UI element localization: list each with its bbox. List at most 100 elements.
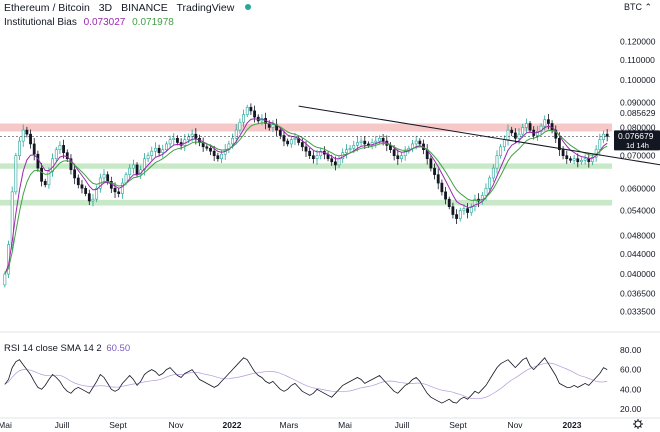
- candle-body: [25, 129, 29, 135]
- x-tick-label: Mai: [0, 420, 12, 430]
- candle-body: [528, 123, 532, 131]
- rsi-value: 60.50: [106, 343, 131, 354]
- candle-body: [32, 143, 36, 155]
- candle-body: [190, 133, 194, 138]
- timeframe[interactable]: 3D: [98, 2, 113, 14]
- candle-body: [558, 137, 561, 151]
- rsi-tick-label: 20.00: [620, 404, 642, 414]
- candle-body: [403, 150, 407, 156]
- candle-body: [363, 140, 367, 145]
- gear-icon-tooth: [639, 420, 642, 423]
- candle-body: [304, 146, 308, 152]
- candle-body: [436, 174, 440, 184]
- candle-body: [473, 198, 477, 208]
- candle-body: [289, 139, 293, 145]
- candle-body: [220, 153, 223, 160]
- candle-body: [418, 140, 422, 145]
- candle-body: [21, 129, 25, 142]
- candle-body: [128, 167, 132, 175]
- candle-body: [311, 155, 315, 160]
- candle-body: [231, 137, 234, 145]
- candle-body: [282, 135, 286, 142]
- candle-body: [447, 198, 451, 208]
- candle-body: [374, 140, 378, 143]
- market-status-icon: [245, 4, 252, 10]
- candle-body: [286, 140, 290, 145]
- candle-body: [102, 174, 106, 179]
- rsi-legend[interactable]: RSI 14 close SMA 14 2 60.50: [4, 343, 130, 354]
- chevron-down-icon: ⌃: [644, 2, 652, 12]
- currency-selector[interactable]: BTC ⌃: [624, 2, 652, 13]
- candle-body: [510, 129, 514, 134]
- gear-icon-tooth: [639, 425, 642, 428]
- candle-body: [495, 155, 499, 169]
- candle-body: [381, 137, 385, 142]
- y-tick-label: 0.048000: [620, 231, 656, 241]
- candle-body: [411, 143, 414, 149]
- chart-header: Ethereum / Bitcoin 3D BINANCE TradingVie…: [4, 2, 257, 14]
- candle-body: [238, 121, 242, 131]
- gear-icon-tooth: [634, 425, 637, 428]
- candle-body: [337, 158, 341, 166]
- rsi-tick-label: 60.00: [620, 365, 642, 375]
- candle-body: [591, 156, 594, 163]
- y-tick-label: 0.036500: [620, 288, 656, 298]
- candle-body: [451, 206, 455, 215]
- x-tick-label: Mai: [338, 420, 352, 430]
- candle-body: [539, 125, 543, 132]
- symbol-name[interactable]: Ethereum / Bitcoin: [4, 2, 90, 14]
- candle-body: [271, 124, 275, 128]
- candle-body: [308, 150, 312, 156]
- candle-body: [300, 142, 304, 148]
- candle-body: [396, 155, 400, 160]
- rsi-line: [4, 357, 608, 404]
- indicator-value-2: 0.071978: [132, 17, 174, 28]
- candle-body: [62, 145, 66, 153]
- candle-body: [91, 198, 95, 202]
- candle-body: [157, 147, 161, 153]
- candle-body: [187, 136, 190, 140]
- support-zone: [0, 199, 612, 206]
- candle-body: [278, 129, 282, 136]
- candle-body: [106, 174, 110, 182]
- y-tick-label: 0.100000: [620, 75, 656, 85]
- y-tick-label: 0.054000: [620, 206, 656, 216]
- indicator-name: Institutional Bias: [4, 17, 77, 28]
- y-tick-label: 0.080000: [620, 122, 656, 132]
- candle-body: [40, 167, 43, 182]
- candle-body: [484, 187, 488, 196]
- candle-body: [499, 146, 503, 156]
- x-tick-label: Nov: [507, 420, 523, 430]
- bias-line-1: [4, 118, 608, 275]
- candle-body: [444, 191, 447, 200]
- candle-body: [576, 158, 580, 163]
- trendline: [298, 105, 660, 166]
- candle-body: [400, 155, 403, 160]
- candle-body: [87, 193, 91, 202]
- candle-body: [245, 106, 249, 115]
- y-tick-label: 0.070000: [620, 151, 656, 161]
- gear-icon[interactable]: [633, 419, 643, 429]
- candle-body: [73, 169, 77, 179]
- indicator-legend[interactable]: Institutional Bias 0.073027 0.071978: [4, 17, 174, 28]
- x-tick-label: Juill: [55, 420, 70, 430]
- candle-body: [356, 142, 359, 146]
- y-tick-label: 0.060000: [620, 183, 656, 193]
- candle-body: [319, 150, 323, 156]
- candle-body: [205, 146, 209, 149]
- candle-body: [69, 158, 73, 171]
- candle-body: [392, 149, 396, 156]
- candle-body: [113, 187, 117, 193]
- candle-body: [76, 177, 80, 186]
- candle-body: [120, 182, 124, 194]
- candle-body: [3, 273, 7, 286]
- candle-body: [150, 150, 154, 156]
- y-tick-label: 0.040000: [620, 269, 656, 279]
- candle-body: [80, 184, 84, 189]
- y-tick-label: 0.033500: [620, 307, 656, 317]
- x-tick-label: Sept: [449, 420, 467, 430]
- candle-body: [455, 214, 458, 219]
- current-price-label: 0.076679: [618, 131, 654, 141]
- y-tick-label: 0.090000: [620, 98, 656, 108]
